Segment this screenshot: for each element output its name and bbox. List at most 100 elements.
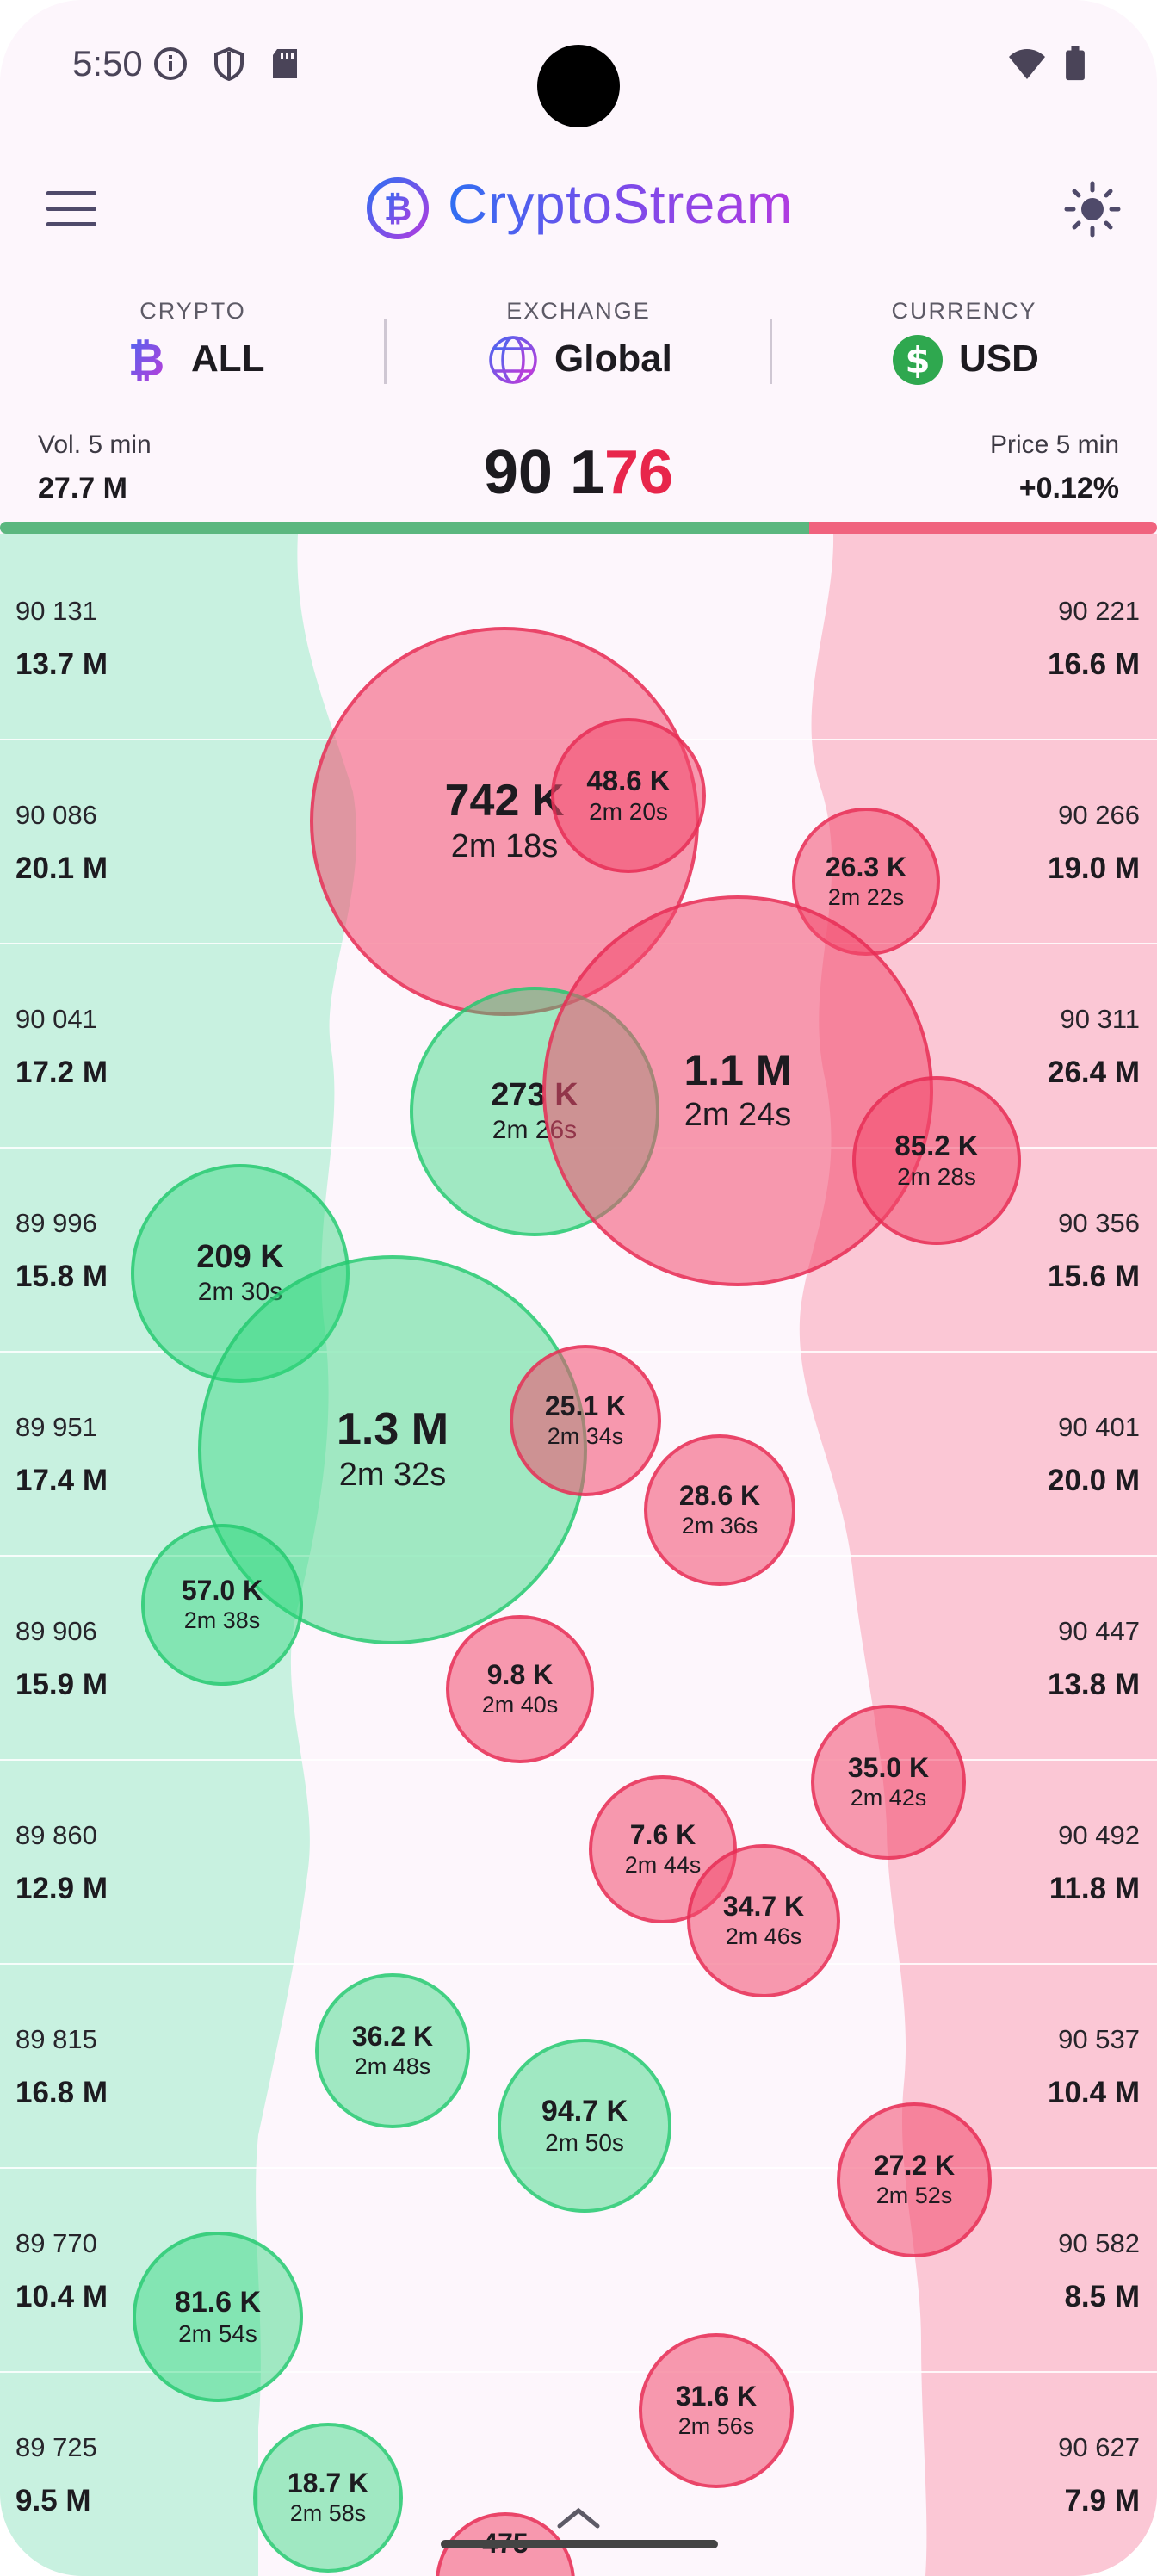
app-title: CryptoStream [448,173,793,235]
trade-bubble[interactable]: 35.0 K 2m 42s [811,1705,966,1860]
buy-level-volume: 16.8 M [15,2076,108,2109]
crypto-selector[interactable]: CRYPTO ₿ ALL [81,293,305,396]
sell-volume-bar [809,522,1157,534]
sell-level-volume: 19.0 M [1048,851,1140,885]
dollar-icon: $ [893,335,943,385]
sell-level-volume: 15.6 M [1048,1260,1140,1293]
trade-bubble[interactable]: 28.6 K 2m 36s [644,1434,795,1586]
trade-bubble[interactable]: 48.6 K 2m 20s [551,718,706,873]
row-separator [0,2371,1157,2373]
trade-amount: 7.6 K [629,1819,696,1851]
sell-level-price: 90 311 [1060,1004,1140,1034]
trade-age: 2m 48s [354,2053,431,2080]
trade-bubble[interactable]: 9.8 K 2m 40s [446,1615,594,1763]
trade-age: 2m 22s [827,884,905,911]
buy-level-volume: 17.4 M [15,1464,108,1497]
trade-amount: 28.6 K [678,1480,761,1512]
trade-bubble[interactable]: 25.1 K 2m 34s [510,1345,661,1496]
theme-toggle-icon[interactable] [1064,181,1121,238]
trade-age: 2m 46s [725,1923,802,1950]
trade-bubble[interactable]: 18.7 K 2m 58s [253,2423,403,2573]
sell-level-price: 90 356 [1058,1208,1140,1238]
sell-level-price: 90 447 [1058,1616,1140,1646]
gesture-nav-handle[interactable] [441,2540,718,2548]
buy-level-price: 89 951 [15,1412,97,1442]
buy-level-price: 89 770 [15,2228,97,2258]
shield-icon [214,46,244,81]
buy-level-price: 89 860 [15,1820,97,1850]
trade-age: 2m 32s [338,1457,447,1494]
sell-level-volume: 20.0 M [1048,1464,1140,1497]
buy-level-volume: 9.5 M [15,2484,91,2517]
sell-level-price: 90 627 [1058,2432,1140,2462]
trade-amount: 48.6 K [586,765,671,797]
sell-level-price: 90 221 [1058,596,1140,626]
trade-bubble[interactable]: 85.2 K 2m 28s [852,1076,1021,1245]
sell-level-price: 90 537 [1058,2024,1140,2054]
trade-age: 2m 36s [681,1513,758,1539]
currency-value: USD [959,337,1039,380]
sell-level-price: 90 266 [1058,800,1140,830]
trade-amount: 31.6 K [675,2381,758,2412]
trade-bubble[interactable]: 27.2 K 2m 52s [837,2102,992,2257]
trade-age: 2m 40s [481,1692,559,1718]
exchange-selector[interactable]: EXCHANGE Global [467,293,690,396]
bitcoin-icon: ₿ [128,335,164,384]
info-icon [154,47,187,80]
sell-level-price: 90 401 [1058,1412,1140,1442]
sell-level-volume: 13.8 M [1048,1668,1140,1701]
sell-level-volume: 8.5 M [1064,2280,1140,2313]
trade-amount: 94.7 K [541,2094,628,2127]
trade-bubble[interactable]: 36.2 K 2m 48s [315,1973,470,2128]
buy-level-volume: 12.9 M [15,1872,108,1905]
buy-level-volume: 20.1 M [15,851,108,885]
row-separator [0,1555,1157,1557]
sell-level-volume: 16.6 M [1048,647,1140,681]
sell-level-volume: 7.9 M [1064,2484,1140,2517]
volume-value: 27.7 M [38,472,127,505]
sd-card-icon [273,49,297,78]
buy-level-price: 89 815 [15,2024,97,2054]
wifi-icon [1009,49,1045,79]
trade-age: 2m 52s [875,2183,953,2209]
currency-selector[interactable]: CURRENCY $ USD [852,293,1076,396]
trade-age: 2m 54s [178,2319,257,2347]
buy-level-volume: 15.8 M [15,1260,108,1293]
sell-level-volume: 11.8 M [1049,1872,1140,1905]
volume-label: Vol. 5 min [38,430,152,459]
sell-level-price: 90 492 [1058,1820,1140,1850]
trade-age: 2m 50s [545,2128,624,2156]
trade-bubble[interactable]: 1.1 M 2m 24s [542,895,933,1286]
trade-age: 2m 56s [677,2413,755,2440]
trade-bubble[interactable]: 57.0 K 2m 38s [141,1524,303,1686]
trade-bubble[interactable]: 81.6 K 2m 54s [133,2232,303,2402]
menu-icon[interactable] [46,191,96,227]
trade-amount: 34.7 K [722,1891,805,1923]
trade-amount: 27.2 K [873,2150,956,2182]
price-change-value: +0.12% [1018,472,1119,505]
buy-level-price: 90 131 [15,596,97,626]
crypto-label: CRYPTO [139,298,246,324]
buy-level-volume: 13.7 M [15,647,108,681]
trade-bubble[interactable]: 94.7 K 2m 50s [498,2039,671,2213]
trade-amount: 57.0 K [181,1575,263,1607]
price-main: 90 1 [483,438,605,507]
trade-amount: 85.2 K [894,1130,979,1162]
trade-amount: 209 K [196,1239,284,1276]
chevron-up-icon[interactable] [556,2505,601,2530]
logo-icon: ₿ [367,177,429,239]
svg-text:₿: ₿ [128,335,164,384]
price-change-label: Price 5 min [989,430,1119,459]
trade-bubble[interactable]: 34.7 K 2m 46s [687,1844,840,1997]
buy-level-price: 90 086 [15,800,97,830]
row-separator [0,1963,1157,1965]
buy-level-volume: 10.4 M [15,2280,108,2313]
trade-age: 2m 44s [624,1852,702,1879]
buy-level-price: 89 996 [15,1208,97,1238]
status-time: 5:50 [72,43,143,84]
trade-amount: 36.2 K [351,2021,434,2053]
globe-icon [489,336,537,384]
camera-cutout [537,45,620,127]
trade-bubble[interactable]: 31.6 K 2m 56s [639,2333,794,2488]
